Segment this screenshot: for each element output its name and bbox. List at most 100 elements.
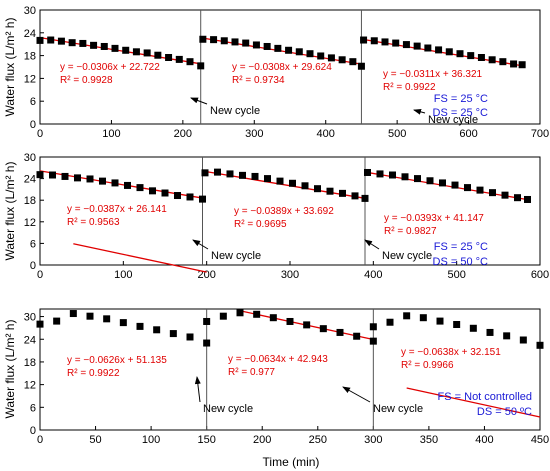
data-point xyxy=(263,42,271,50)
data-point xyxy=(360,36,368,44)
new-cycle-label: New cycle xyxy=(211,250,261,262)
data-point xyxy=(169,330,177,338)
data-point xyxy=(403,312,411,320)
data-point xyxy=(301,182,309,190)
data-point xyxy=(226,170,234,178)
data-point xyxy=(503,332,511,340)
fit-equation: y = −0.0311x + 36.321 xyxy=(383,69,483,80)
data-point xyxy=(306,50,314,58)
plot-frame xyxy=(39,308,541,431)
data-point xyxy=(219,312,227,320)
data-point xyxy=(436,317,444,325)
data-point xyxy=(36,171,44,179)
x-tick-label: 50 xyxy=(89,434,101,446)
fit-r-squared: R² = 0.9695 xyxy=(234,219,287,230)
y-tick-label: 30 xyxy=(24,5,36,17)
y-tick-label: 12 xyxy=(24,73,36,85)
x-tick-label: 450 xyxy=(531,434,549,446)
data-point xyxy=(386,318,394,326)
data-point xyxy=(499,58,507,66)
x-tick-label: 300 xyxy=(364,434,382,446)
data-point xyxy=(419,314,427,322)
data-point xyxy=(214,168,221,176)
data-point xyxy=(136,184,144,192)
data-point xyxy=(175,55,183,63)
new-cycle-label: New cycle xyxy=(203,403,253,415)
x-tick-label: 400 xyxy=(364,269,382,281)
fs-condition: FS = Not controlled xyxy=(438,391,532,403)
plot-frame xyxy=(39,9,541,125)
data-point xyxy=(413,42,421,50)
fit-line xyxy=(39,37,201,65)
fit-equation: y = −0.0389x + 33.692 xyxy=(234,206,334,217)
data-point xyxy=(501,191,509,199)
data-point xyxy=(514,194,521,202)
data-point xyxy=(136,322,144,330)
data-point xyxy=(414,175,421,183)
data-point xyxy=(319,325,327,333)
data-point xyxy=(61,172,69,180)
data-point xyxy=(303,321,311,329)
fit-r-squared: R² = 0.9966 xyxy=(401,360,454,371)
x-tick-label: 200 xyxy=(253,434,271,446)
fs-condition: FS = 25 °C xyxy=(434,241,488,253)
data-point xyxy=(392,39,400,47)
data-point xyxy=(236,309,244,317)
x-tick-label: 300 xyxy=(245,128,263,140)
y-tick-label: 30 xyxy=(24,152,36,164)
data-point xyxy=(295,48,303,56)
y-tick-label: 6 xyxy=(30,402,36,414)
x-tick-label: 200 xyxy=(174,128,192,140)
data-point xyxy=(36,320,44,328)
data-point xyxy=(111,179,119,187)
new-cycle-label: New cycle xyxy=(210,105,260,117)
fit-r-squared: R² = 0.977 xyxy=(228,367,275,378)
data-point xyxy=(453,321,461,329)
ds-condition: DS = 25 °C xyxy=(433,107,489,119)
data-point xyxy=(119,319,127,327)
fs-condition: FS = 25 °C xyxy=(434,93,488,105)
data-point xyxy=(199,35,207,43)
data-point xyxy=(165,54,173,61)
new-cycle-label: New cycle xyxy=(373,403,423,415)
data-point xyxy=(203,317,211,325)
data-point xyxy=(524,195,531,203)
panel-1: 0 100 200 300 400 500 600 700 0 6 12 18 24 30 Water fl… xyxy=(3,5,549,140)
fit-equation: y = −0.0634x + 42.943 xyxy=(228,354,328,365)
data-point xyxy=(174,192,181,200)
data-point xyxy=(326,187,334,195)
data-point xyxy=(149,187,156,195)
data-point xyxy=(153,326,161,334)
data-point xyxy=(353,332,361,340)
data-point xyxy=(132,48,140,56)
y-tick-label: 0 xyxy=(30,260,36,272)
fit-r-squared: R² = 0.9563 xyxy=(67,217,120,228)
data-point xyxy=(220,37,228,45)
new-cycle-arrow xyxy=(364,239,380,250)
data-point xyxy=(252,41,260,49)
x-tick-label: 150 xyxy=(197,434,215,446)
data-point xyxy=(122,46,130,54)
data-point xyxy=(317,52,325,60)
y-tick-label: 6 xyxy=(30,238,36,250)
x-tick-label: 600 xyxy=(459,128,477,140)
data-point xyxy=(364,168,371,176)
data-point xyxy=(467,52,475,60)
new-cycle-arrow xyxy=(190,97,208,105)
data-point xyxy=(264,175,271,183)
data-point xyxy=(426,177,434,185)
x-axis-label: Time (min) xyxy=(263,455,320,469)
fit-line xyxy=(73,243,207,273)
data-point xyxy=(424,44,432,52)
new-cycle-arrow xyxy=(342,386,371,403)
data-point xyxy=(79,39,87,47)
data-point xyxy=(536,341,544,349)
data-point xyxy=(57,37,65,45)
data-point xyxy=(74,174,81,182)
data-point xyxy=(274,44,282,52)
fit-equation: y = −0.0306x + 22.722 xyxy=(60,62,160,73)
data-point xyxy=(477,54,485,61)
data-point xyxy=(68,39,76,47)
data-point xyxy=(90,41,98,49)
fit-r-squared: R² = 0.9922 xyxy=(67,368,120,379)
